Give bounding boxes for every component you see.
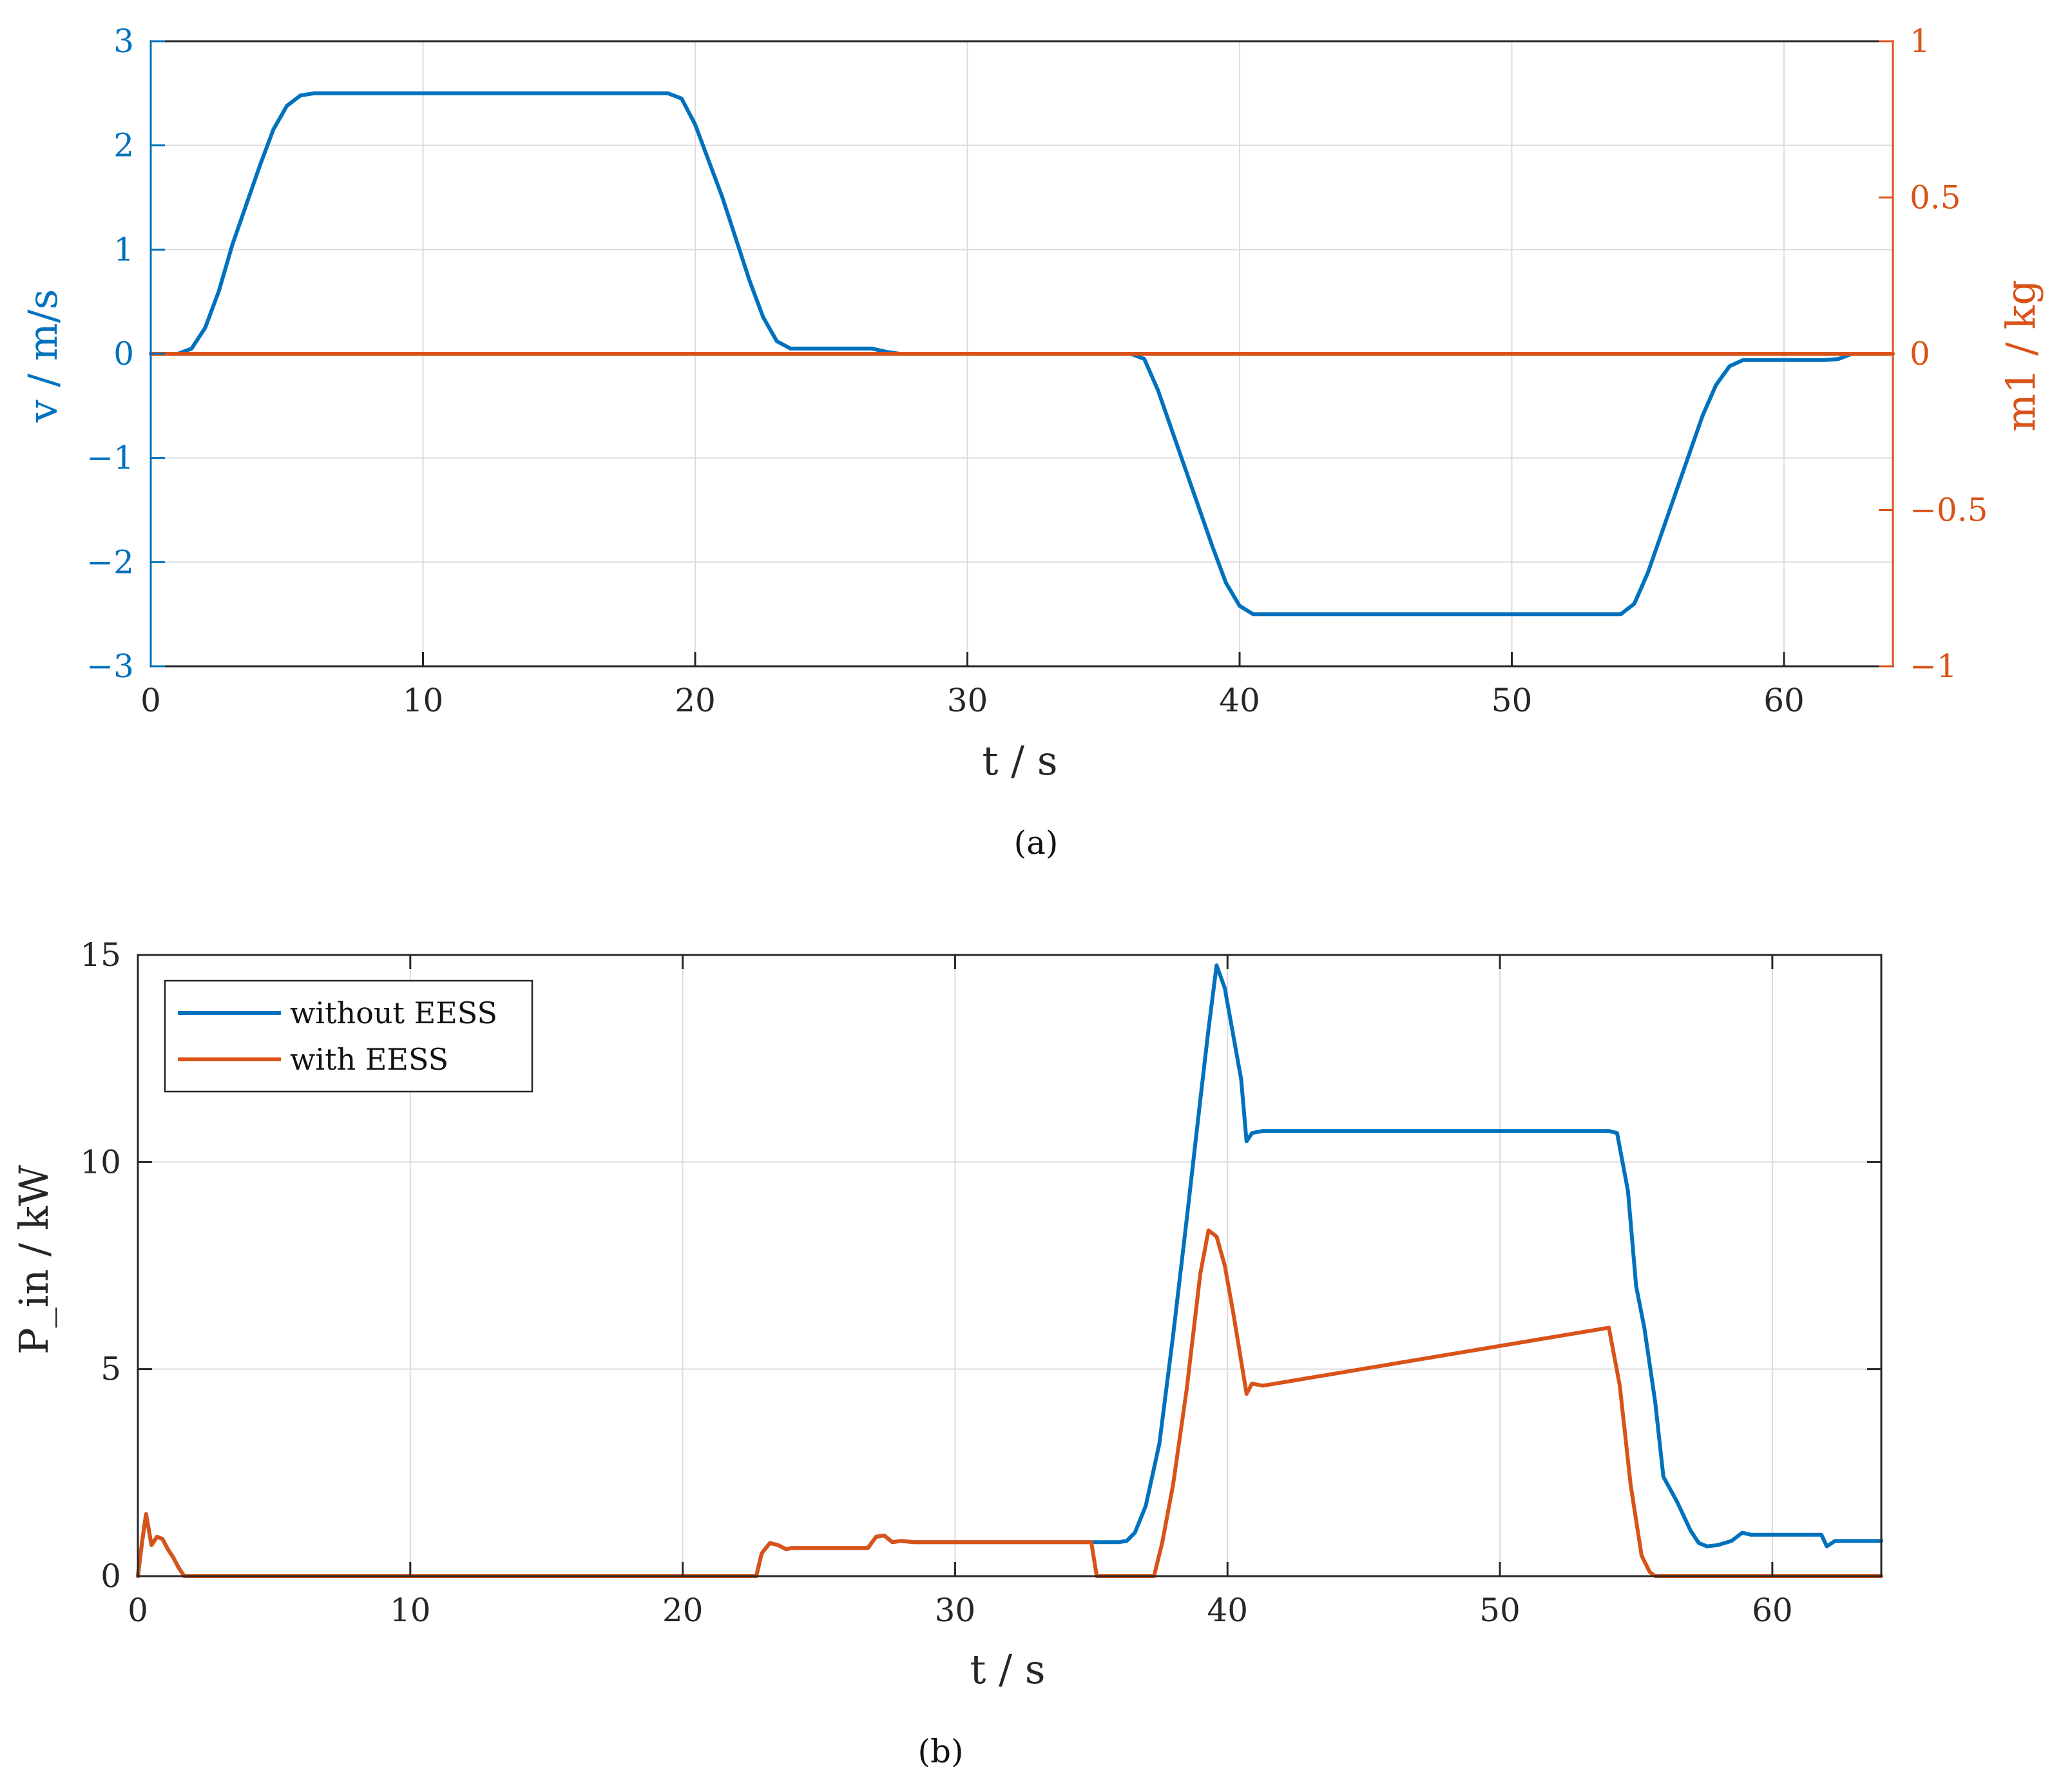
y-tick-label-a-left: −3 bbox=[86, 648, 134, 685]
legend: without EESS with EESS bbox=[164, 979, 533, 1093]
y-tick-label-a-left: 3 bbox=[113, 23, 134, 60]
y-tick-label-b: 10 bbox=[80, 1143, 121, 1181]
x-tick-label-a: 50 bbox=[1492, 682, 1533, 719]
chart-a-caption: (a) bbox=[1014, 824, 1059, 862]
plot-a bbox=[149, 91, 1895, 617]
x-tick-label-b: 30 bbox=[935, 1592, 976, 1629]
chart-b-xlabel: t / s bbox=[970, 1646, 1045, 1693]
chart-b-ylabel: P_in / kW bbox=[10, 1165, 57, 1354]
chart-a-ylabel-right: m1 / kg bbox=[1997, 280, 2044, 432]
chart-a-xlabel: t / s bbox=[982, 737, 1057, 784]
legend-label-without-eess: without EESS bbox=[290, 996, 497, 1030]
x-tick-label-b: 0 bbox=[128, 1592, 148, 1629]
y-tick-label-a-left: 0 bbox=[113, 335, 134, 372]
x-tick-label-b: 20 bbox=[662, 1592, 704, 1629]
x-tick-label-b: 50 bbox=[1479, 1592, 1520, 1629]
x-tick-label-a: 30 bbox=[947, 682, 988, 719]
x-tick-label-a: 0 bbox=[140, 682, 161, 719]
y-tick-label-a-right: −1 bbox=[1910, 648, 1957, 685]
series-b-with-eess-line bbox=[136, 1228, 1883, 1578]
y-tick-label-a-right: 0 bbox=[1910, 335, 1930, 372]
y-tick-label-a-right: −0.5 bbox=[1910, 492, 1988, 529]
x-tick-label-b: 10 bbox=[390, 1592, 431, 1629]
y-tick-label-b: 5 bbox=[101, 1351, 121, 1388]
y-tick-label-a-left: −2 bbox=[86, 543, 134, 581]
x-tick-label-a: 10 bbox=[403, 682, 444, 719]
y-tick-label-a-left: 1 bbox=[113, 231, 134, 268]
y-tick-label-b: 15 bbox=[80, 936, 121, 974]
y-tick-label-a-left: 2 bbox=[113, 127, 134, 164]
y-tick-label-a-right: 0.5 bbox=[1910, 179, 1961, 217]
legend-box bbox=[164, 979, 533, 1093]
x-tick-label-a: 20 bbox=[675, 682, 716, 719]
chart-a-ylabel-left: v / m/s bbox=[19, 289, 66, 423]
y-tick-label-a-right: 1 bbox=[1910, 23, 1930, 60]
x-tick-label-b: 60 bbox=[1752, 1592, 1793, 1629]
chart-b-caption: (b) bbox=[917, 1733, 963, 1770]
y-tick-label-b: 0 bbox=[101, 1557, 121, 1595]
y-tick-label-a-left: −1 bbox=[86, 439, 134, 477]
x-tick-label-a: 60 bbox=[1763, 682, 1805, 719]
x-tick-label-b: 40 bbox=[1207, 1592, 1248, 1629]
legend-label-with-eess: with EESS bbox=[290, 1042, 448, 1077]
chart-b-frame bbox=[137, 954, 1883, 1577]
x-tick-label-a: 40 bbox=[1219, 682, 1260, 719]
